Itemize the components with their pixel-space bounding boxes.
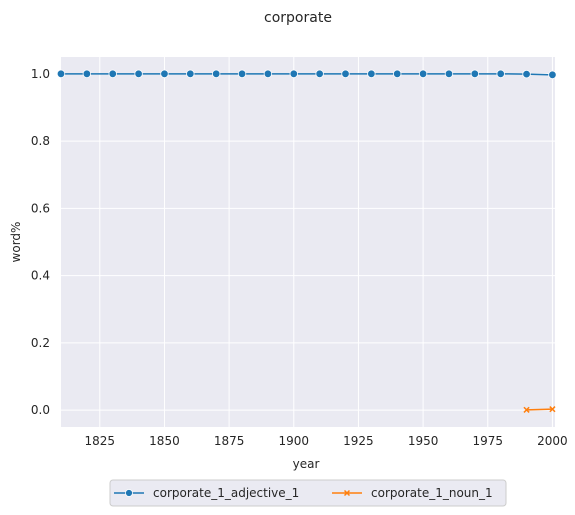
x-tick-label: 1950 <box>408 434 439 448</box>
data-point <box>289 69 298 79</box>
data-point <box>56 69 66 79</box>
series-0 <box>56 69 557 80</box>
x-tick-label: 1900 <box>279 434 310 448</box>
y-tick-label: 0.0 <box>31 403 50 417</box>
series-1 <box>523 406 556 413</box>
plot-area <box>61 57 555 427</box>
series-line <box>61 73 553 76</box>
data-point <box>522 69 531 79</box>
data-point <box>160 69 169 79</box>
legend-marker-adjective <box>125 489 133 497</box>
data-point <box>470 69 480 79</box>
data-point <box>186 69 195 79</box>
legend-box <box>109 479 507 507</box>
data-point <box>341 69 350 79</box>
data-point <box>263 69 273 79</box>
y-tick-label: 1.0 <box>31 67 50 81</box>
series-layer <box>56 69 557 413</box>
chart-title: corporate <box>264 10 332 26</box>
x-axis-label: year <box>293 457 320 471</box>
legend-entry-noun: corporate_1_noun_1 <box>332 486 493 500</box>
x-tick-label: 1975 <box>472 434 503 448</box>
data-point <box>108 69 117 79</box>
data-point <box>134 69 143 79</box>
y-tick-label: 0.6 <box>31 201 50 215</box>
data-point <box>523 406 530 413</box>
data-point <box>315 69 324 79</box>
data-point <box>548 70 557 80</box>
legend-label-noun: corporate_1_noun_1 <box>371 486 493 500</box>
y-tick-label: 0.8 <box>31 134 50 148</box>
legend-label-adjective: corporate_1_adjective_1 <box>153 486 299 500</box>
x-tick-label: 2000 <box>537 434 568 448</box>
legend-marker-noun <box>343 489 351 497</box>
data-point <box>496 69 505 79</box>
tick-labels: 1825 1850 1875 1900 1925 1950 1975 2000 0.0 0.2 0.… <box>31 67 568 448</box>
data-point <box>237 69 247 79</box>
data-point <box>393 69 402 79</box>
data-point <box>549 406 556 413</box>
legend: corporate_1_adjective_1 corporate_1_noun… <box>109 479 507 507</box>
data-point <box>418 69 428 79</box>
y-axis-label: word% <box>9 222 23 263</box>
y-tick-label: 0.4 <box>31 269 50 283</box>
x-tick-label: 1875 <box>214 434 245 448</box>
series-line <box>526 408 553 411</box>
x-tick-label: 1925 <box>343 434 374 448</box>
data-point <box>211 69 221 79</box>
y-tick-label: 0.2 <box>31 336 50 350</box>
data-point <box>82 69 92 79</box>
legend-entry-adjective: corporate_1_adjective_1 <box>114 486 299 500</box>
data-point <box>367 69 376 79</box>
x-tick-label: 1850 <box>149 434 180 448</box>
data-point <box>444 69 454 79</box>
x-tick-label: 1825 <box>85 434 116 448</box>
